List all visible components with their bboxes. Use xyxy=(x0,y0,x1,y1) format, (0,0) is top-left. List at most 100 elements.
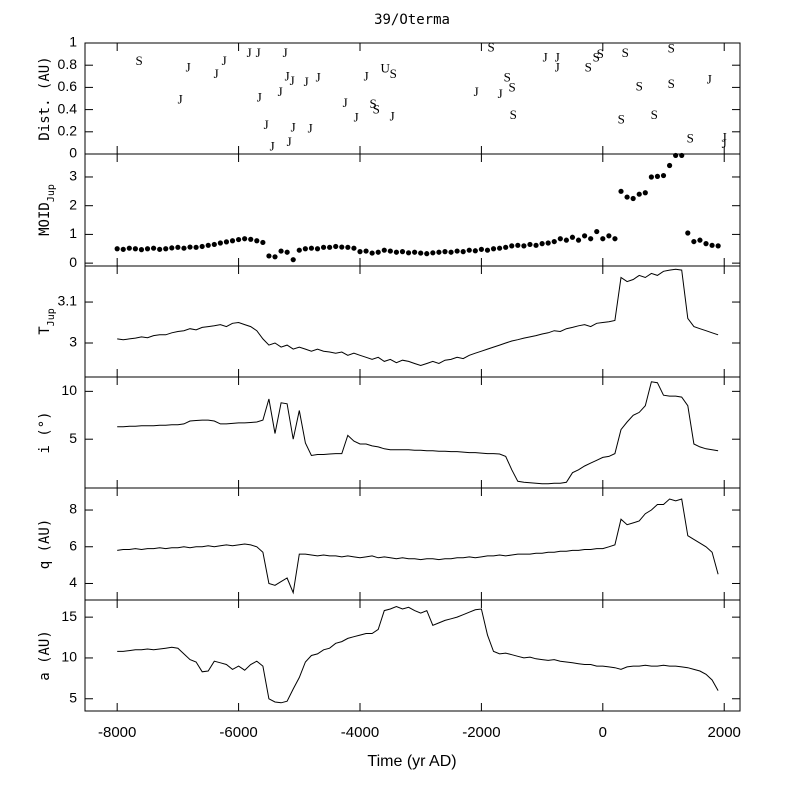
y-tick-label: 1 xyxy=(69,34,77,50)
encounter-letter: S xyxy=(668,76,675,91)
moid-point xyxy=(114,246,120,252)
moid-point xyxy=(497,245,503,251)
moid-point xyxy=(138,247,145,253)
moid-point xyxy=(533,242,539,248)
y-axis-label-main: q (AU) xyxy=(37,519,53,570)
moid-point xyxy=(327,244,333,250)
y-axis-label: Dist. (AU) xyxy=(37,56,53,140)
encounter-letter: S xyxy=(651,107,658,122)
moid-point xyxy=(369,250,375,256)
encounter-letter: J xyxy=(354,109,359,124)
panel-frame xyxy=(84,599,741,712)
encounter-letter: J xyxy=(308,121,313,136)
y-tick-label: 1 xyxy=(69,225,77,241)
y-tick-label: 3.1 xyxy=(58,293,78,309)
moid-point xyxy=(679,152,685,159)
moid-point xyxy=(157,246,163,252)
moid-point xyxy=(387,248,393,254)
moid-point xyxy=(424,251,430,257)
moid-point xyxy=(357,249,363,255)
y-tick-label: 5 xyxy=(69,689,77,705)
encounter-letter: J xyxy=(186,60,191,75)
y-tick-label: 2 xyxy=(69,196,77,212)
moid-point xyxy=(557,236,563,242)
encounter-letter: S xyxy=(687,131,694,146)
encounter-letter: J xyxy=(247,45,252,60)
x-axis-label: Time (yr AD) xyxy=(367,753,456,770)
moid-point xyxy=(515,242,521,248)
y-tick-label: 10 xyxy=(61,382,77,398)
moid-point xyxy=(175,244,181,250)
moid-point xyxy=(606,233,612,239)
y-tick-label: 8 xyxy=(69,501,77,517)
encounter-letter: J xyxy=(364,68,369,83)
data-line xyxy=(117,381,719,485)
encounter-letter: J xyxy=(722,129,727,144)
moid-point xyxy=(363,248,369,254)
moid-point xyxy=(575,237,582,243)
encounter-letter: S xyxy=(488,40,495,55)
encounter-letter: J xyxy=(555,50,560,65)
moid-point xyxy=(308,245,315,251)
y-axis-label-main: Dist. (AU) xyxy=(37,56,53,140)
moid-point xyxy=(503,244,509,250)
encounter-letter: J xyxy=(707,72,712,87)
moid-point xyxy=(442,249,448,255)
moid-point xyxy=(472,248,478,254)
moid-point xyxy=(248,236,254,242)
data-line xyxy=(117,268,719,367)
encounter-letter: J xyxy=(257,89,262,104)
moid-point xyxy=(642,190,648,196)
moid-point xyxy=(673,152,679,159)
moid-point xyxy=(163,246,169,252)
moid-point xyxy=(551,238,557,245)
encounter-letter: J xyxy=(543,50,548,65)
moid-point xyxy=(448,249,454,255)
moid-point xyxy=(399,249,406,255)
x-tick-label: -6000 xyxy=(219,724,257,741)
chart-title: 39/Oterma xyxy=(374,12,450,28)
encounter-letter: J xyxy=(290,73,295,88)
moid-point xyxy=(235,236,242,243)
panel-frame xyxy=(84,487,741,601)
encounter-letter: S xyxy=(509,79,516,94)
encounter-letter: J xyxy=(285,68,290,83)
encounter-letter: J xyxy=(555,60,560,75)
encounter-letter: J xyxy=(291,119,296,134)
y-axis-label-main: i (°) xyxy=(37,411,53,453)
moid-point xyxy=(709,242,715,248)
moid-point xyxy=(430,250,436,256)
moid-point xyxy=(490,246,497,252)
panel-frame xyxy=(84,265,741,378)
encounter-letter: J xyxy=(722,136,727,151)
encounter-letter: U xyxy=(380,61,390,76)
y-tick-label: 3 xyxy=(69,334,77,350)
x-tick-label: 2000 xyxy=(708,724,741,741)
y-axis-label: q (AU) xyxy=(37,519,53,570)
moid-point xyxy=(211,241,217,248)
moid-point xyxy=(521,243,527,249)
y-axis-label: i (°) xyxy=(37,411,53,453)
moid-point xyxy=(217,240,223,246)
moid-point xyxy=(545,240,551,246)
encounter-letter: S xyxy=(510,107,517,122)
moid-point xyxy=(624,194,630,200)
moid-point xyxy=(636,191,642,197)
moid-point xyxy=(381,247,387,253)
moid-point xyxy=(588,236,594,242)
moid-point xyxy=(375,249,381,255)
moid-point xyxy=(242,236,248,242)
x-tick-label: -2000 xyxy=(462,724,500,741)
x-tick-label: -4000 xyxy=(341,724,379,741)
encounter-letter: J xyxy=(270,138,275,153)
moid-point xyxy=(691,238,697,245)
moid-point xyxy=(666,162,673,169)
encounter-letter: S xyxy=(504,70,511,85)
moid-point xyxy=(648,174,654,180)
y-tick-label: 0.6 xyxy=(58,78,78,94)
encounter-letter: S xyxy=(136,53,143,68)
moid-point xyxy=(351,245,357,251)
encounter-letter: J xyxy=(283,45,288,60)
moid-point xyxy=(272,254,278,260)
